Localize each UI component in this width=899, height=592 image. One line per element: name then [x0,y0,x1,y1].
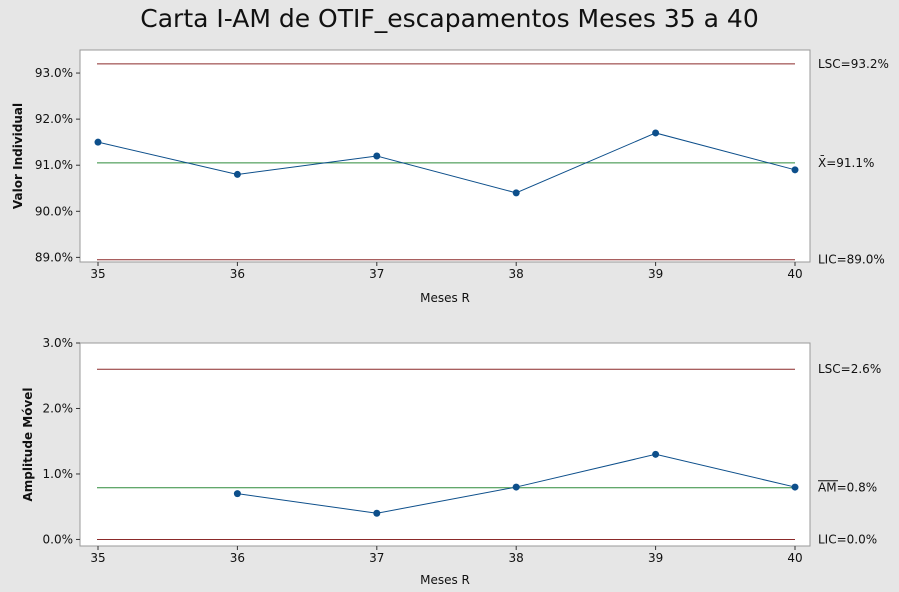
data-point [233,490,241,498]
chart-title: Carta I-AM de OTIF_escapamentos Meses 35… [140,4,759,33]
y-tick-label: 3.0% [43,336,74,350]
plot-area-1 [79,342,811,547]
y-tick-label: 0.0% [43,532,74,546]
data-point [512,189,520,197]
x-tick-label: 40 [787,551,802,565]
series-line [97,132,796,194]
x-axis-label: Meses R [420,573,470,587]
data-point [791,166,799,174]
ucl-label: LSC=2.6% [818,362,881,376]
x-tick-label: 39 [648,267,663,281]
x-tick-label: 37 [369,551,384,565]
y-tick-label: 91.0% [35,158,73,172]
x-tick-label: 35 [90,267,105,281]
x-axis-label: Meses R [420,291,470,305]
x-tick-label: 40 [787,267,802,281]
lcl-label: LIC=89.0% [818,253,885,267]
plot-area-0 [79,49,811,263]
center-label: AM=0.8% [818,481,877,495]
y-tick-label: 90.0% [35,204,73,218]
data-point [512,483,520,491]
lcl-label: LIC=0.0% [818,532,877,546]
data-point [94,138,102,146]
y-tick-label: 2.0% [43,401,74,415]
x-tick-label: 39 [648,551,663,565]
data-point [652,450,660,458]
y-tick-label: 92.0% [35,112,73,126]
x-tick-label: 36 [230,551,245,565]
y-axis-label: Amplitude Móvel [21,387,35,501]
x-tick-label: 36 [230,267,245,281]
center-label: X̄=91.1% [818,156,874,170]
data-point [373,152,381,160]
data-point [652,129,660,137]
y-tick-label: 89.0% [35,250,73,264]
x-tick-label: 35 [90,551,105,565]
data-point [791,483,799,491]
data-point [373,509,381,517]
data-point [233,170,241,178]
x-tick-label: 38 [509,267,524,281]
y-tick-label: 1.0% [43,467,74,481]
y-tick-label: 93.0% [35,66,73,80]
x-tick-label: 37 [369,267,384,281]
y-axis-label: Valor Individual [11,103,25,209]
ucl-label: LSC=93.2% [818,57,889,71]
x-tick-label: 38 [509,551,524,565]
